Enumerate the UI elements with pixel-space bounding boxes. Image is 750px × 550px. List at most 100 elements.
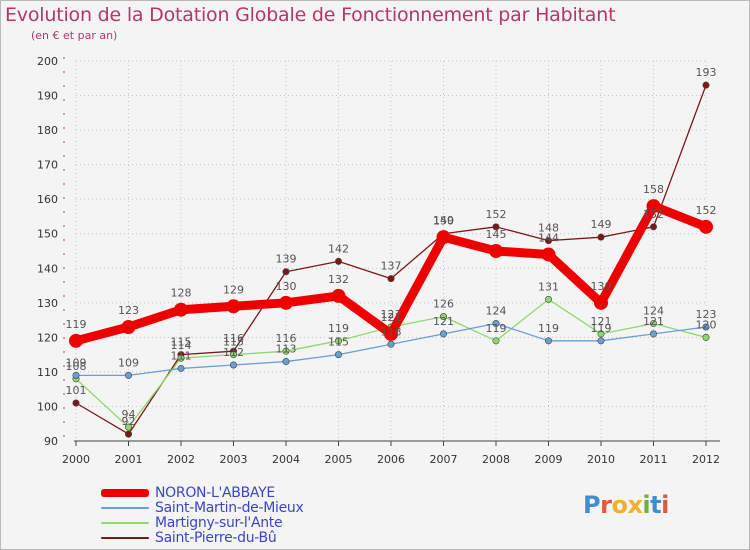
data-point (334, 337, 342, 345)
data-point (489, 244, 503, 258)
data-label: 115 (328, 336, 349, 349)
data-label: 149 (591, 218, 612, 231)
data-point (649, 320, 657, 328)
data-point (331, 288, 346, 303)
data-point (384, 326, 398, 341)
data-label: 118 (381, 325, 402, 338)
data-label: 123 (696, 308, 717, 321)
data-label: 115 (171, 336, 192, 349)
data-label: 124 (486, 305, 507, 318)
chart-subtitle: (en € et par an) (31, 29, 118, 42)
x-tick-label: 2010 (587, 453, 615, 466)
y-tick-label: 90 (44, 435, 58, 448)
x-tick-label: 2009 (535, 453, 563, 466)
data-point (177, 354, 185, 362)
x-tick-label: 2011 (640, 453, 668, 466)
data-label: 101 (66, 384, 87, 397)
data-label: 123 (118, 304, 139, 317)
data-point (387, 340, 395, 348)
y-tick-label: 200 (37, 55, 58, 68)
data-label: 119 (591, 322, 612, 335)
data-label: 119 (486, 322, 507, 335)
data-label: 150 (433, 215, 454, 228)
data-label: 137 (381, 260, 402, 273)
data-point (492, 337, 500, 345)
data-point (174, 302, 188, 317)
data-label: 149 (433, 214, 454, 227)
legend-item: NORON-L'ABBAYE (101, 485, 303, 501)
data-point (282, 268, 290, 276)
data-label: 128 (171, 287, 192, 300)
data-point (226, 299, 241, 314)
data-label: 119 (66, 318, 87, 331)
data-point (387, 275, 395, 283)
data-label: 116 (223, 332, 244, 345)
legend-label: Saint-Pierre-du-Bû (155, 529, 277, 546)
data-label: 130 (591, 280, 612, 293)
data-point (544, 337, 552, 345)
proxiti-logo: Proxiti (583, 491, 669, 519)
y-tick-label: 140 (37, 262, 58, 275)
data-label: 108 (66, 360, 87, 373)
data-label: 144 (538, 231, 559, 244)
x-tick-label: 2008 (482, 453, 510, 466)
x-tick-label: 2001 (115, 453, 143, 466)
x-tick-label: 2006 (377, 453, 405, 466)
data-point (230, 361, 238, 369)
data-label: 126 (433, 298, 454, 311)
data-label: 152 (696, 204, 717, 217)
data-point (72, 371, 80, 379)
data-point (125, 430, 133, 438)
legend-label: Martigny-sur-l'Ante (155, 514, 283, 531)
data-label: 121 (433, 315, 454, 328)
legend-swatch (101, 521, 149, 524)
data-point (649, 223, 657, 231)
data-label: 131 (538, 280, 559, 293)
data-label: 132 (328, 273, 349, 286)
logo-letter: r (600, 491, 612, 519)
data-point (121, 320, 136, 334)
logo-letter: i (642, 491, 651, 519)
data-point (439, 313, 447, 321)
data-label: 148 (538, 222, 559, 235)
x-tick-label: 2004 (272, 453, 300, 466)
data-label: 193 (696, 66, 717, 79)
y-tick-label: 180 (37, 124, 58, 137)
legend-swatch (101, 506, 149, 509)
logo-letter: x (627, 491, 643, 519)
data-point (334, 257, 342, 265)
data-point (492, 223, 500, 231)
data-label: 119 (328, 322, 349, 335)
data-label: 145 (486, 228, 507, 241)
data-point (649, 330, 657, 338)
legend-swatch (101, 488, 149, 497)
data-point (597, 233, 605, 241)
legend-item: Martigny-sur-l'Ante (101, 514, 303, 531)
data-point (279, 295, 293, 310)
data-label: 113 (276, 343, 297, 356)
data-point (72, 399, 80, 407)
data-label: 114 (171, 339, 192, 352)
data-point (282, 347, 290, 355)
data-point (544, 237, 552, 245)
data-label: 115 (223, 336, 244, 349)
data-label: 112 (223, 346, 244, 359)
data-label: 121 (591, 315, 612, 328)
data-point (125, 371, 133, 379)
data-label: 152 (486, 208, 507, 221)
data-point (702, 81, 710, 89)
data-label: 94 (122, 408, 136, 421)
logo-letter: i (661, 491, 669, 519)
y-tick-label: 130 (37, 297, 58, 310)
logo-letter: t (650, 491, 662, 519)
data-label: 124 (643, 305, 664, 318)
chart-title: Evolution de la Dotation Globale de Fonc… (5, 4, 616, 26)
data-label: 119 (538, 322, 559, 335)
legend-swatch (101, 536, 149, 539)
data-label: 121 (643, 315, 664, 328)
data-label: 121 (381, 311, 402, 324)
data-point (177, 364, 185, 372)
data-point (646, 199, 661, 214)
